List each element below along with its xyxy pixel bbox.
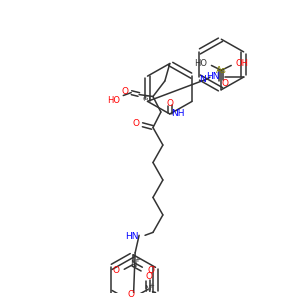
Text: O: O — [132, 119, 139, 128]
Text: ⁻: ⁻ — [151, 265, 155, 271]
Text: HO: HO — [194, 59, 208, 68]
Text: N: N — [199, 74, 206, 83]
Text: HN: HN — [206, 72, 220, 81]
Text: O: O — [112, 266, 119, 275]
Text: HO: HO — [107, 96, 120, 105]
Text: N: N — [144, 285, 151, 294]
Text: O: O — [147, 266, 154, 275]
Text: O: O — [128, 290, 135, 299]
Text: HN: HN — [126, 232, 139, 241]
Text: O: O — [166, 99, 173, 108]
Text: O: O — [146, 272, 153, 280]
Text: +: + — [148, 283, 154, 289]
Text: OH: OH — [235, 59, 248, 68]
Text: NH: NH — [171, 110, 184, 118]
Text: (S): (S) — [142, 96, 151, 101]
Text: As: As — [216, 66, 227, 75]
Text: O: O — [222, 80, 229, 88]
Text: O: O — [122, 87, 129, 96]
Text: N: N — [130, 260, 136, 269]
Text: +: + — [134, 256, 140, 262]
